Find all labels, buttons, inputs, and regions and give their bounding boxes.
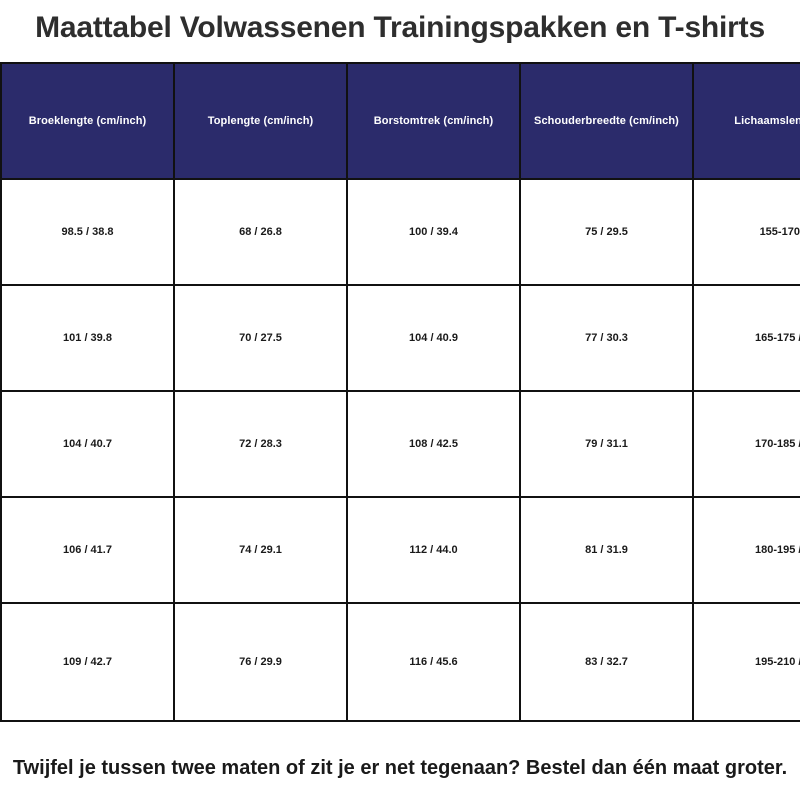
page-title: Maattabel Volwassenen Trainingspakken en… bbox=[35, 11, 765, 44]
table-row: XS 98.5 / 38.8 68 / 26.8 100 / 39.4 75 /… bbox=[0, 178, 800, 286]
column-header-lichaamslengte: Lichaamslengte (cm/inch) bbox=[692, 62, 800, 180]
column-header-toplengte: Toplengte (cm/inch) bbox=[173, 62, 348, 180]
cell-toplengte: 68 / 26.8 bbox=[173, 178, 348, 286]
cell-borstomtrek: 100 / 39.4 bbox=[346, 178, 521, 286]
cell-schouderbreedte: 81 / 31.9 bbox=[519, 496, 694, 604]
cell-broeklengte: 106 / 41.7 bbox=[0, 496, 175, 604]
cell-broeklengte: 98.5 / 38.8 bbox=[0, 178, 175, 286]
column-header-broeklengte: Broeklengte (cm/inch) bbox=[0, 62, 175, 180]
table-row: L 106 / 41.7 74 / 29.1 112 / 44.0 81 / 3… bbox=[0, 496, 800, 604]
cell-broeklengte: 104 / 40.7 bbox=[0, 390, 175, 498]
cell-lichaamslengte: 170-185 / 66.9-72.8 bbox=[692, 390, 800, 498]
cell-lichaamslengte: 180-195 / 70.8-76.7 bbox=[692, 496, 800, 604]
cell-lichaamslengte: 155-170 / 61-66.9 bbox=[692, 178, 800, 286]
cell-broeklengte: 101 / 39.8 bbox=[0, 284, 175, 392]
cell-lichaamslengte: 165-175 / 64.9-68.9 bbox=[692, 284, 800, 392]
column-header-schouderbreedte: Schouderbreedte (cm/inch) bbox=[519, 62, 694, 180]
sizing-note-container: Twijfel je tussen twee maten of zit je e… bbox=[0, 742, 800, 794]
sizing-note: Twijfel je tussen twee maten of zit je e… bbox=[12, 757, 788, 779]
cell-borstomtrek: 112 / 44.0 bbox=[346, 496, 521, 604]
cell-borstomtrek: 116 / 45.6 bbox=[346, 602, 521, 722]
cell-borstomtrek: 108 / 42.5 bbox=[346, 390, 521, 498]
table-header-row: Maat Broeklengte (cm/inch) Toplengte (cm… bbox=[0, 62, 800, 180]
cell-lichaamslengte: 195-210 / 76.7-82.6 bbox=[692, 602, 800, 722]
cell-schouderbreedte: 77 / 30.3 bbox=[519, 284, 694, 392]
cell-toplengte: 70 / 27.5 bbox=[173, 284, 348, 392]
cell-schouderbreedte: 83 / 32.7 bbox=[519, 602, 694, 722]
column-header-borstomtrek: Borstomtrek (cm/inch) bbox=[346, 62, 521, 180]
cell-broeklengte: 109 / 42.7 bbox=[0, 602, 175, 722]
page-title-container: Maattabel Volwassenen Trainingspakken en… bbox=[0, 0, 800, 56]
size-table-container: Maat Broeklengte (cm/inch) Toplengte (cm… bbox=[0, 62, 800, 722]
cell-borstomtrek: 104 / 40.9 bbox=[346, 284, 521, 392]
cell-schouderbreedte: 75 / 29.5 bbox=[519, 178, 694, 286]
table-header: Maat Broeklengte (cm/inch) Toplengte (cm… bbox=[0, 62, 800, 180]
table-row: XL 109 / 42.7 76 / 29.9 116 / 45.6 83 / … bbox=[0, 602, 800, 722]
table-row: S 101 / 39.8 70 / 27.5 104 / 40.9 77 / 3… bbox=[0, 284, 800, 392]
size-table: Maat Broeklengte (cm/inch) Toplengte (cm… bbox=[0, 62, 800, 722]
table-body: XS 98.5 / 38.8 68 / 26.8 100 / 39.4 75 /… bbox=[0, 178, 800, 722]
cell-schouderbreedte: 79 / 31.1 bbox=[519, 390, 694, 498]
cell-toplengte: 76 / 29.9 bbox=[173, 602, 348, 722]
cell-toplengte: 74 / 29.1 bbox=[173, 496, 348, 604]
cell-toplengte: 72 / 28.3 bbox=[173, 390, 348, 498]
table-row: M 104 / 40.7 72 / 28.3 108 / 42.5 79 / 3… bbox=[0, 390, 800, 498]
